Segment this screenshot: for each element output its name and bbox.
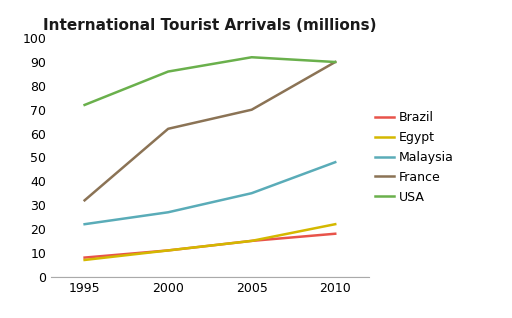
- Line: Malaysia: Malaysia: [84, 162, 335, 224]
- USA: [332, 60, 338, 64]
- USA: [249, 55, 255, 59]
- Malaysia: [332, 160, 338, 164]
- France: [165, 127, 171, 131]
- USA: [165, 70, 171, 73]
- Malaysia: [81, 222, 88, 226]
- Line: USA: USA: [84, 57, 335, 105]
- Brazil: [332, 232, 338, 236]
- Malaysia: [249, 191, 255, 195]
- Egypt: [249, 239, 255, 243]
- Title: International Tourist Arrivals (millions): International Tourist Arrivals (millions…: [43, 18, 377, 33]
- France: [332, 60, 338, 64]
- Egypt: [165, 249, 171, 252]
- France: [81, 198, 88, 202]
- Line: Brazil: Brazil: [84, 234, 335, 258]
- France: [249, 108, 255, 112]
- Brazil: [165, 249, 171, 252]
- Egypt: [81, 258, 88, 262]
- Brazil: [249, 239, 255, 243]
- Egypt: [332, 222, 338, 226]
- Legend: Brazil, Egypt, Malaysia, France, USA: Brazil, Egypt, Malaysia, France, USA: [375, 111, 454, 204]
- Line: France: France: [84, 62, 335, 200]
- Line: Egypt: Egypt: [84, 224, 335, 260]
- USA: [81, 103, 88, 107]
- Malaysia: [165, 211, 171, 214]
- Brazil: [81, 256, 88, 259]
